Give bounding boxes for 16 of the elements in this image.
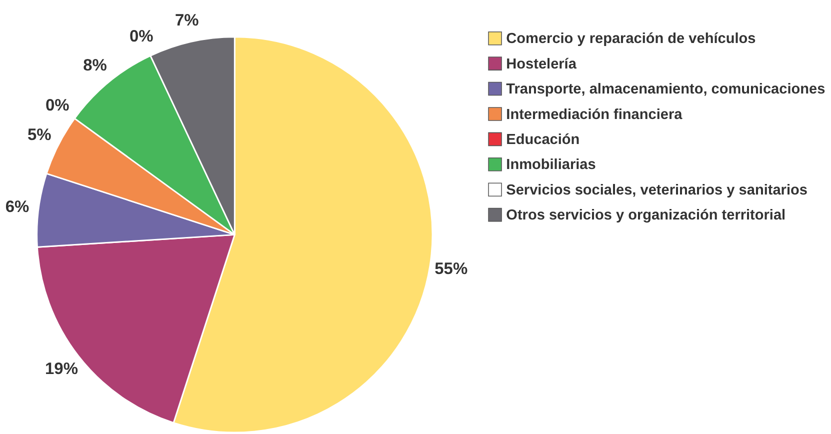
data-label: 5% <box>27 126 52 144</box>
data-label: 8% <box>83 56 108 75</box>
data-label: 55% <box>434 260 468 278</box>
text: 0% <box>45 96 70 115</box>
legend-label: Educación <box>506 132 580 148</box>
legend-label: Comercio y reparación de vehículos <box>506 31 756 48</box>
legend-label: Servicios sociales, veterinarios y sanitarios <box>506 182 808 198</box>
legend-label: Hostelería <box>506 56 578 72</box>
text: 0% <box>129 27 154 46</box>
legend-label: Otros servicios y organización territorial <box>506 208 786 224</box>
data-label: 19% <box>45 360 78 378</box>
data-label: 6% <box>5 198 30 216</box>
legend-label: Transporte, almacenamiento, comunicaciones <box>506 82 826 98</box>
legend-label: Inmobiliarias <box>506 157 596 174</box>
legend-label: Intermediación financiera <box>506 106 684 123</box>
data-label: 7% <box>174 12 200 30</box>
